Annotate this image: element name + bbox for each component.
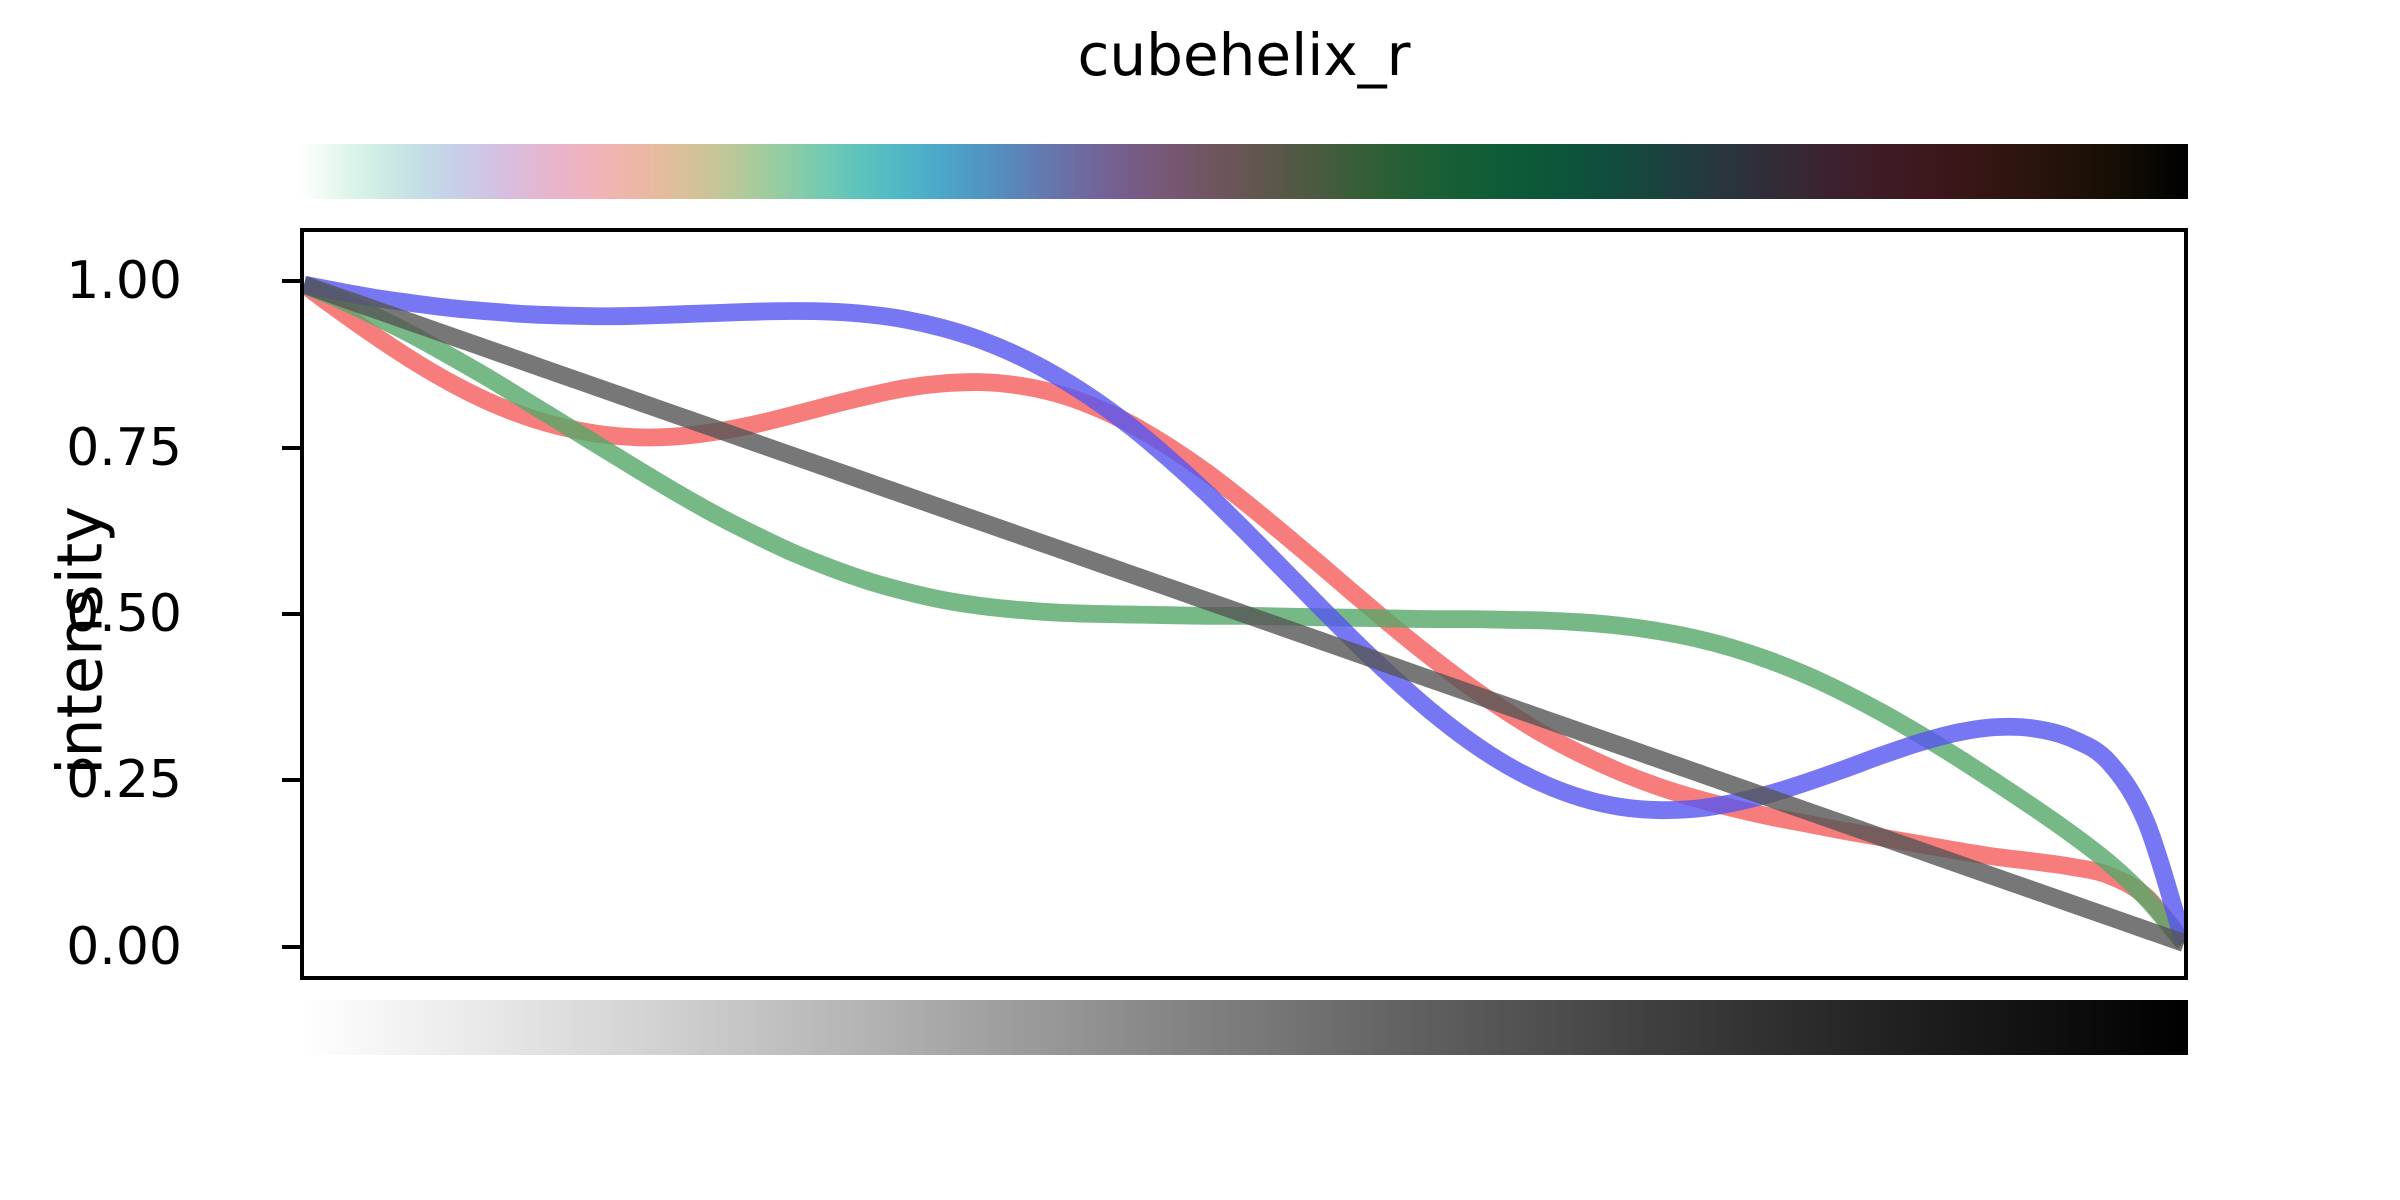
y-tick-mark [282, 611, 304, 616]
y-tick-label: 0.50 [66, 583, 182, 644]
y-tick-label: 0.25 [66, 750, 182, 811]
cubehelix_r-colorbar [300, 144, 2188, 199]
y-tick-mark [282, 778, 304, 783]
y-tick-mark [282, 279, 304, 284]
y-tick-label: 0.75 [66, 417, 182, 478]
line-chart-svg [304, 275, 2184, 952]
page-title: cubehelix_r [1077, 21, 1411, 89]
y-tick-mark [282, 944, 304, 949]
plot-axes [300, 228, 2188, 980]
series-line-lightness [304, 276, 2184, 952]
y-tick-label: 1.00 [66, 251, 182, 312]
series-line-blue [304, 275, 2184, 946]
y-tick-mark [282, 445, 304, 450]
lightness-grayscale-colorbar [300, 1000, 2188, 1055]
y-tick-label: 0.00 [66, 916, 182, 977]
y-axis-label: intensity [43, 506, 117, 775]
